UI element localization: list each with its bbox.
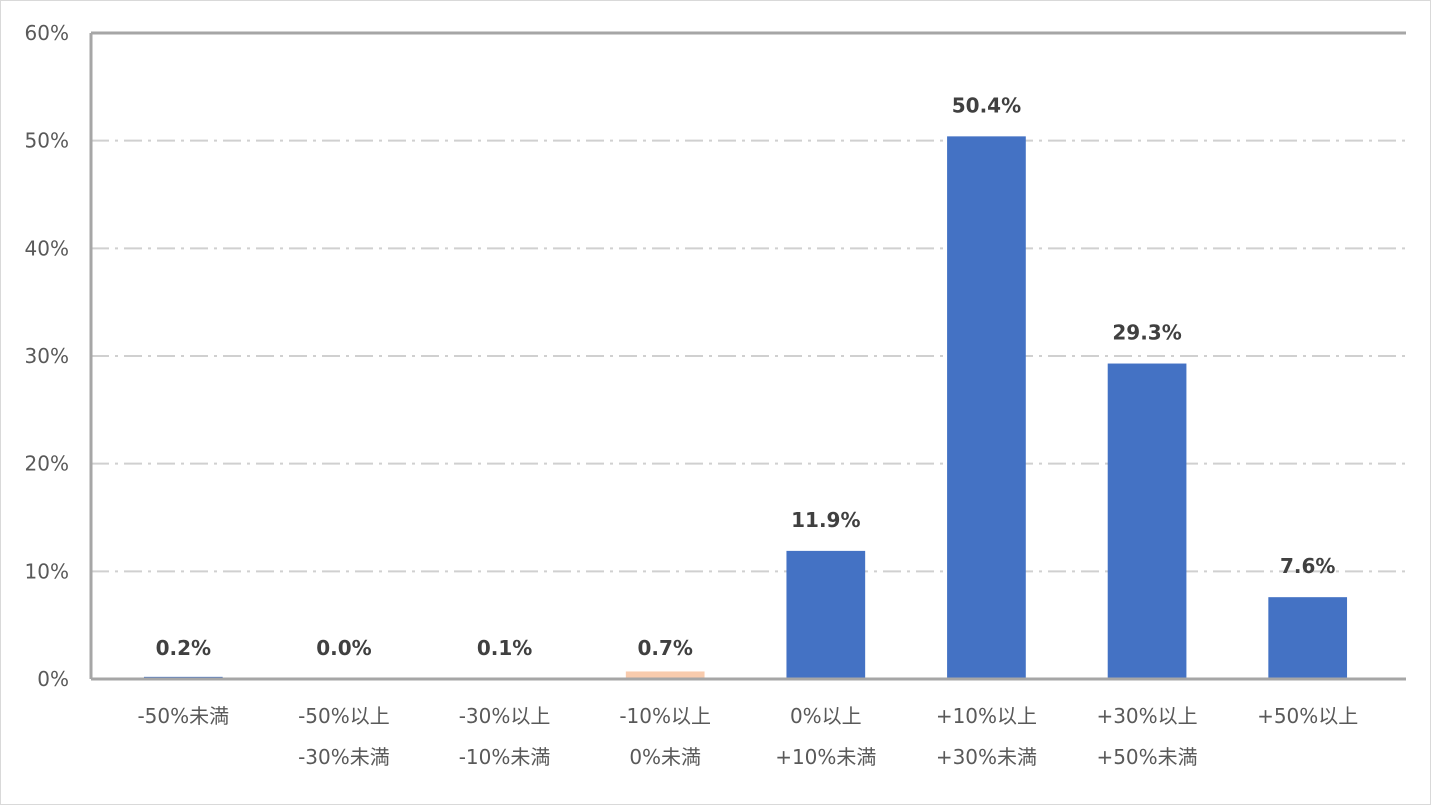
- x-category-label: +10%以上: [936, 704, 1037, 728]
- x-category-label: +30%未満: [936, 745, 1037, 769]
- bar: [1107, 363, 1187, 679]
- y-tick-label: 40%: [25, 236, 69, 260]
- bar: [625, 671, 705, 679]
- y-tick-labels: 0% 10% 20% 30% 40% 50% 60%: [25, 21, 69, 691]
- x-category-label: -10%未満: [459, 745, 551, 769]
- data-label: 11.9%: [791, 508, 860, 532]
- bar: [947, 136, 1026, 680]
- data-label: 50.4%: [952, 93, 1021, 117]
- bar: [786, 550, 866, 679]
- x-category-label: -50%未満: [137, 704, 229, 728]
- bars: [143, 136, 1348, 680]
- x-category-label: 0%以上: [790, 704, 862, 728]
- x-category-label: -50%以上: [298, 704, 390, 728]
- x-category-label: -10%以上: [619, 704, 711, 728]
- data-label: 7.6%: [1280, 554, 1335, 578]
- y-tick-label: 50%: [25, 129, 69, 153]
- y-tick-label: 30%: [25, 344, 69, 368]
- x-category-label: +10%未満: [775, 745, 876, 769]
- x-category-label: -30%以上: [459, 704, 551, 728]
- x-category-label: +50%以上: [1257, 704, 1358, 728]
- axes: [89, 31, 1406, 681]
- y-tick-label: 20%: [25, 452, 69, 476]
- gridlines: [91, 139, 1406, 573]
- x-category-label: 0%未満: [629, 745, 701, 769]
- y-tick-label: 0%: [37, 667, 69, 691]
- data-label: 0.0%: [316, 636, 371, 660]
- x-category-label: +50%未満: [1096, 745, 1197, 769]
- data-labels: 0.2% 0.0% 0.1% 0.7% 11.9% 50.4% 29.3% 7.6%: [156, 93, 1336, 660]
- data-label: 0.1%: [477, 636, 532, 660]
- data-label: 0.2%: [156, 636, 211, 660]
- y-tick-label: 10%: [25, 559, 69, 583]
- x-category-label: -30%未満: [298, 745, 390, 769]
- data-label: 29.3%: [1112, 321, 1181, 345]
- x-category-label: +30%以上: [1096, 704, 1197, 728]
- bar: [1268, 597, 1348, 679]
- data-label: 0.7%: [637, 636, 692, 660]
- y-tick-label: 60%: [25, 21, 69, 45]
- x-category-labels: -50%未満 -50%以上 -30%未満 -30%以上 -10%未満 -10%以上 0%未満…: [137, 704, 1358, 769]
